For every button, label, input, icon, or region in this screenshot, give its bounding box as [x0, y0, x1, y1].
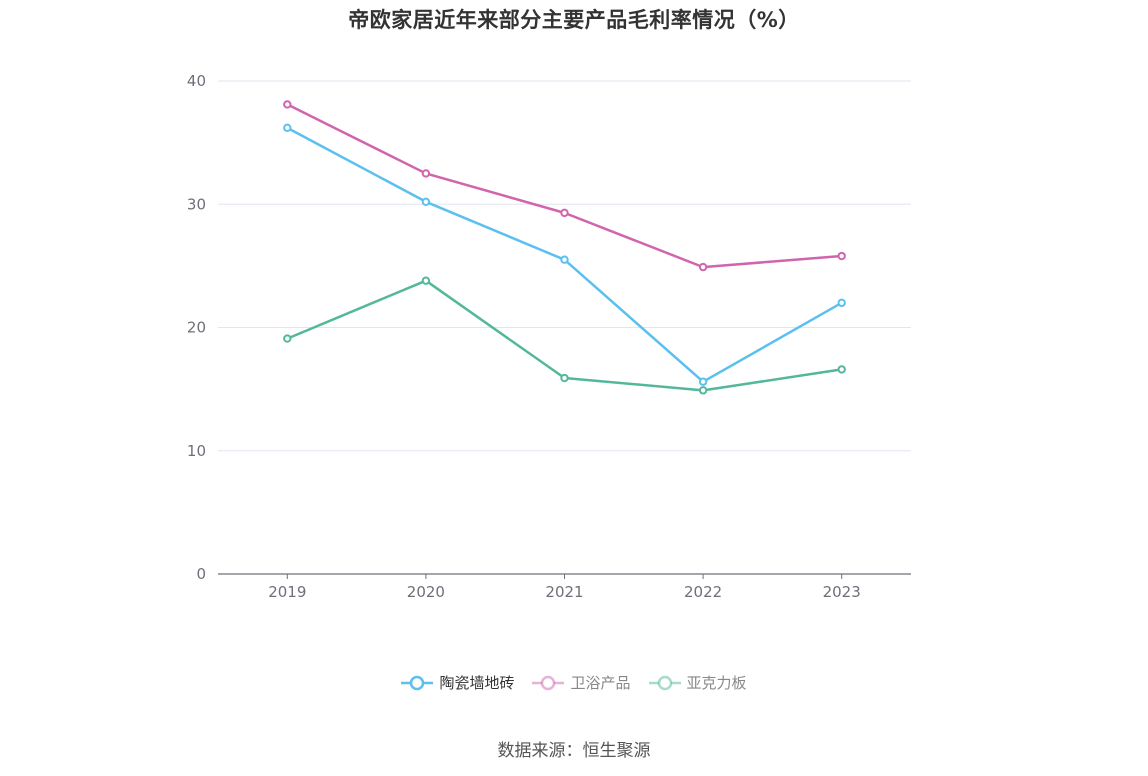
legend-item-3[interactable]: 亚克力板	[648, 672, 747, 693]
data-point	[283, 123, 292, 133]
x-tick-label: 2019	[268, 583, 306, 601]
data-point	[837, 298, 846, 308]
y-tick-label: 40	[187, 72, 206, 90]
data-point	[698, 386, 708, 395]
data-point	[421, 169, 431, 178]
data-point	[560, 373, 569, 383]
chart-legend: 陶瓷墙地砖 卫浴产品 亚克力板	[0, 672, 1148, 693]
legend-item-1[interactable]: 陶瓷墙地砖	[401, 672, 514, 693]
y-tick-label: 30	[187, 195, 206, 213]
legend-marker-icon	[532, 675, 565, 690]
data-point	[421, 276, 431, 285]
legend-item-2[interactable]: 卫浴产品	[532, 672, 631, 693]
legend-label: 陶瓷墙地砖	[439, 674, 515, 692]
x-tick-label: 2023	[823, 583, 861, 601]
y-tick-label: 0	[196, 565, 206, 583]
series-line-2	[286, 103, 842, 269]
legend-marker-icon	[648, 675, 681, 690]
data-point	[837, 251, 846, 261]
data-point	[283, 100, 292, 109]
data-point	[560, 208, 569, 218]
y-tick-label: 20	[187, 319, 206, 337]
line-chart: 0 10 20 30 40 2019 2020 2021 2022 2023	[187, 72, 911, 601]
data-point	[837, 365, 846, 374]
legend-label: 卫浴产品	[570, 674, 631, 692]
data-source-note: 数据来源：恒生聚源	[497, 741, 651, 761]
data-point	[560, 255, 569, 264]
legend-marker-icon	[401, 675, 434, 690]
series-line-1	[286, 126, 843, 383]
data-point	[698, 262, 708, 272]
x-tick-label: 2020	[407, 583, 445, 601]
x-tick-label: 2022	[684, 583, 722, 601]
data-point	[421, 197, 431, 206]
chart-title: 帝欧家居近年来部分主要产品毛利率情况（%）	[348, 8, 800, 32]
y-tick-label: 10	[187, 442, 206, 460]
data-point	[698, 377, 708, 386]
legend-label: 亚克力板	[686, 674, 747, 692]
data-point	[283, 334, 292, 343]
x-tick-label: 2021	[545, 583, 583, 601]
